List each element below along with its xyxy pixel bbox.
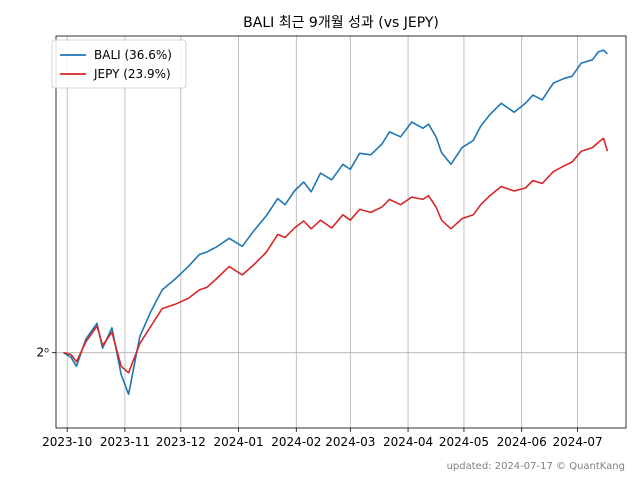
footer-credit: updated: 2024-07-17 © QuantKang xyxy=(447,461,625,472)
series-line-bali xyxy=(63,49,608,396)
x-tick-label: 2024-04 xyxy=(383,435,433,449)
y-tick-label: 2⁰ xyxy=(37,346,50,360)
legend-label-jepy: JEPY (23.9%) xyxy=(93,67,171,81)
x-tick-label: 2024-06 xyxy=(497,435,547,449)
legend-box xyxy=(51,39,187,89)
x-tick-label: 2024-05 xyxy=(439,435,489,449)
x-tick-label: 2024-03 xyxy=(325,435,375,449)
legend-label-bali: BALI (36.6%) xyxy=(94,48,172,62)
chart-title: BALI 최근 9개월 성과 (vs JEPY) xyxy=(243,15,439,31)
plot-frame xyxy=(55,35,627,429)
legend: BALI (36.6%) JEPY (23.9%) xyxy=(51,39,187,89)
series-line-jepy xyxy=(63,137,609,374)
series-lines xyxy=(63,49,609,396)
x-tick-label: 2024-01 xyxy=(213,435,263,449)
x-tick-label: 2023-10 xyxy=(42,435,92,449)
x-tick-label: 2023-11 xyxy=(100,435,150,449)
grid-lines xyxy=(56,36,626,428)
x-tick-label: 2024-07 xyxy=(552,435,602,449)
axis-ticks: 2023-10 2023-11 2023-12 2024-01 2024-02 2024-… xyxy=(37,346,603,449)
x-tick-label: 2023-12 xyxy=(156,435,206,449)
x-tick-label: 2024-02 xyxy=(271,435,321,449)
